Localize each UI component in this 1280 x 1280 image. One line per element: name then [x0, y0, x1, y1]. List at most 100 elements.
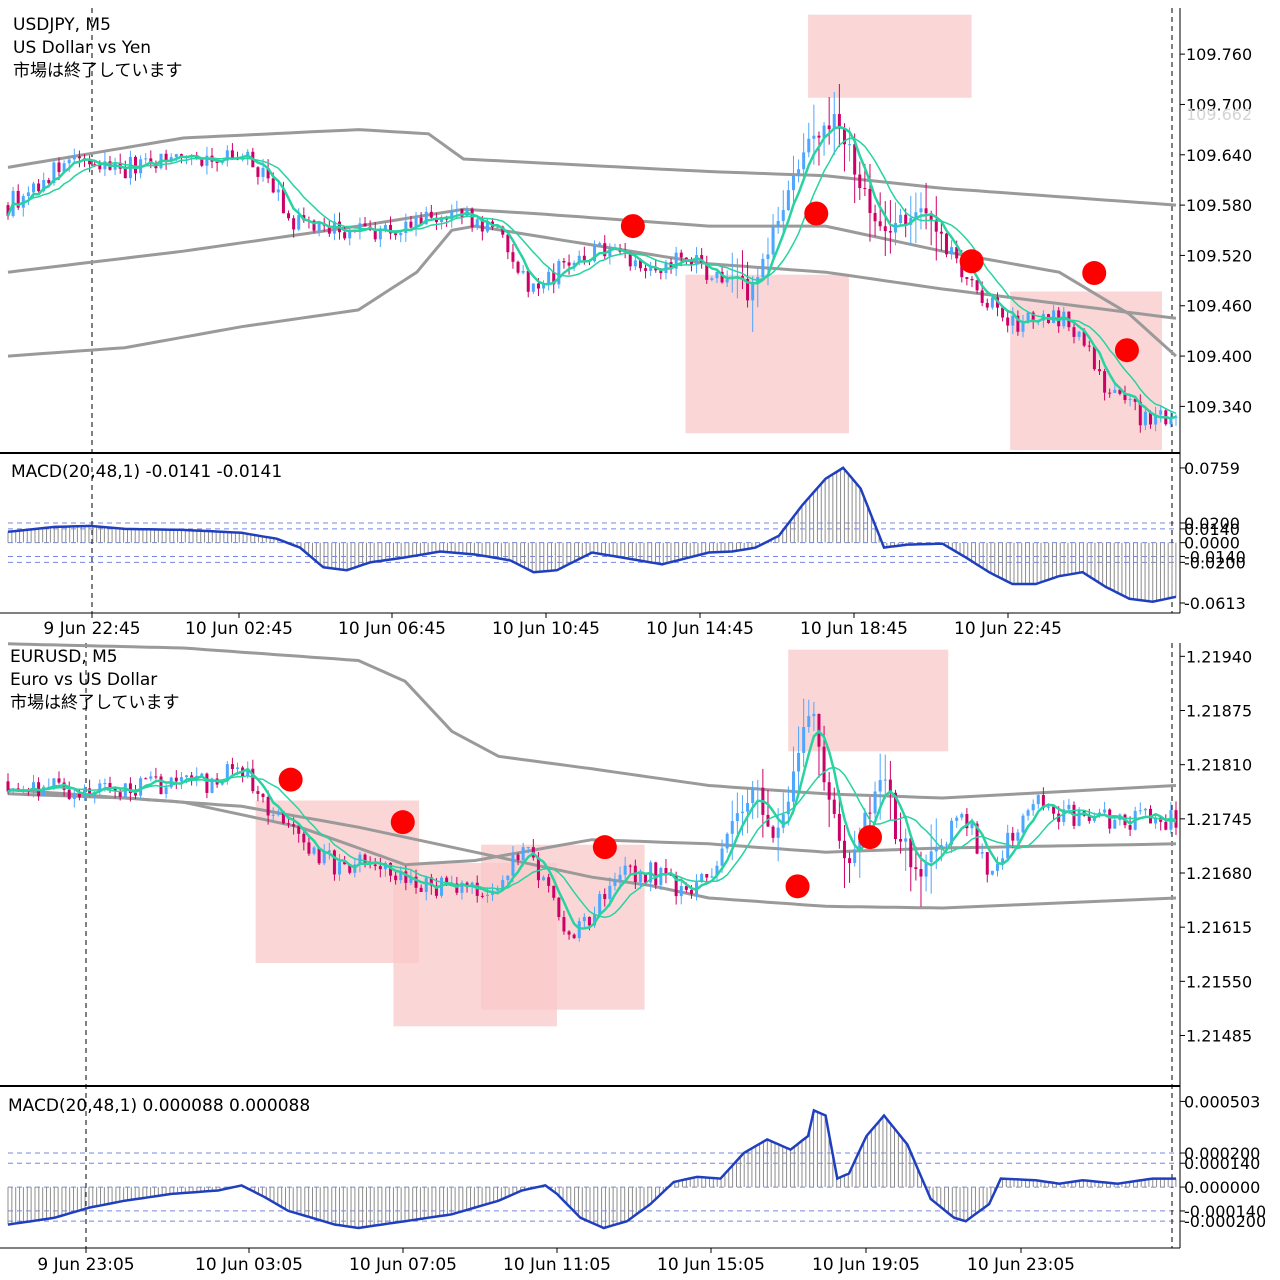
- candle-body: [659, 867, 663, 886]
- signal-marker: [390, 810, 415, 835]
- eurusd-macd-label: MACD(20,48,1) 0.000088 0.000088: [8, 1096, 310, 1116]
- candle-body: [705, 874, 709, 878]
- candle-body: [812, 135, 816, 139]
- signal-marker: [1114, 338, 1139, 363]
- candle-body: [526, 847, 530, 849]
- candle-body: [128, 783, 132, 794]
- candle-body: [118, 790, 122, 797]
- candle-body: [1133, 398, 1137, 402]
- candle-body: [378, 866, 382, 870]
- candle-body: [950, 820, 954, 845]
- candle-body: [174, 777, 178, 782]
- candle-body: [980, 290, 984, 303]
- eurusd-symbol-label: EURUSD, M5: [10, 647, 118, 667]
- candle-body: [562, 260, 566, 263]
- y-tick-label: 109.520: [1186, 246, 1252, 265]
- eurusd-market-status: 市場は終了しています: [10, 693, 180, 713]
- candle-body: [577, 255, 581, 263]
- candle-body: [67, 789, 71, 800]
- candle-body: [134, 156, 138, 174]
- candle-body: [317, 223, 321, 231]
- candle-body: [164, 787, 168, 794]
- candle-body: [766, 814, 770, 827]
- signal-marker: [785, 874, 810, 899]
- candle-body: [312, 220, 316, 231]
- candle-body: [980, 852, 984, 854]
- candle-body: [77, 156, 81, 159]
- candle-body: [266, 797, 270, 816]
- candle-body: [613, 880, 617, 886]
- candle-body: [251, 768, 255, 792]
- candle-body: [501, 226, 505, 235]
- candle-body: [649, 267, 653, 271]
- candle-body: [511, 854, 515, 876]
- candle-body: [827, 782, 831, 800]
- candle-body: [414, 217, 418, 228]
- candle-body: [715, 271, 719, 279]
- candle-body: [281, 189, 285, 214]
- candle-body: [506, 234, 510, 253]
- candle-body: [746, 279, 750, 301]
- y-tick-label: 0.000000: [1184, 1178, 1260, 1197]
- candle-body: [1072, 327, 1076, 337]
- candle-body: [1016, 315, 1020, 332]
- y-tick-label: 1.21485: [1186, 1027, 1252, 1046]
- candle-body: [618, 874, 622, 881]
- candle-body: [970, 823, 974, 829]
- candle-body: [103, 783, 107, 785]
- candle-body: [572, 262, 576, 266]
- candle-body: [287, 213, 291, 219]
- candle-body: [261, 167, 265, 177]
- candle-body: [914, 212, 918, 218]
- candle-body: [888, 231, 892, 233]
- candle-body: [409, 221, 413, 228]
- signal-marker: [592, 835, 617, 860]
- candle-body: [827, 125, 831, 130]
- candle-body: [899, 838, 903, 842]
- y-tick-label: 109.760: [1186, 45, 1252, 64]
- candle-body: [460, 882, 464, 893]
- candle-body: [409, 876, 413, 883]
- candle-body: [373, 864, 377, 867]
- candle-body: [113, 788, 117, 791]
- moving-average-line: [7, 766, 1177, 919]
- signal-marker: [804, 201, 829, 226]
- candle-body: [1169, 417, 1173, 425]
- candle-body: [593, 244, 597, 262]
- candle-body: [970, 278, 974, 281]
- candle-body: [924, 862, 928, 877]
- candle-body: [394, 875, 398, 881]
- candle-body: [338, 861, 342, 875]
- candle-body: [516, 854, 520, 861]
- candle-body: [858, 174, 862, 188]
- candle-body: [552, 885, 556, 898]
- x-tick-label: 10 Jun 19:05: [812, 1255, 920, 1275]
- candle-body: [633, 260, 637, 267]
- candle-body: [1159, 410, 1163, 415]
- candle-body: [904, 214, 908, 225]
- candle-body: [587, 916, 591, 926]
- candle-body: [955, 817, 959, 821]
- candle-body: [343, 232, 347, 239]
- candle-body: [1026, 810, 1030, 816]
- candle-body: [281, 811, 285, 824]
- candle-body: [32, 183, 36, 193]
- candle-body: [501, 880, 505, 889]
- candle-body: [445, 877, 449, 884]
- candle-body: [771, 226, 775, 255]
- candle-body: [419, 217, 423, 225]
- candle-body: [751, 283, 755, 301]
- candle-body: [363, 223, 367, 227]
- candle-body: [990, 870, 994, 875]
- candle-body: [776, 827, 780, 838]
- candle-body: [108, 783, 112, 789]
- candle-body: [1108, 392, 1112, 394]
- candle-body: [378, 228, 382, 240]
- macd-signal-line: [7, 1108, 1176, 1230]
- candle-body: [944, 233, 948, 255]
- candle-body: [210, 778, 214, 793]
- candle-body: [858, 840, 862, 850]
- y-tick-label: -0.0140: [1184, 547, 1246, 566]
- y-tick-label: 0.000140: [1184, 1154, 1260, 1173]
